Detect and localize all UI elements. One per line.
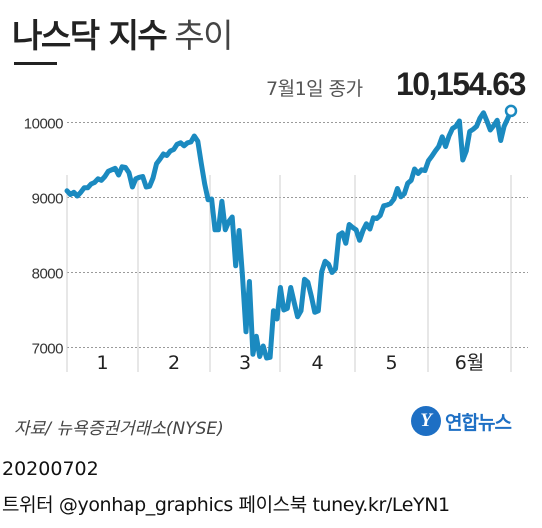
chart-card: 나스닥 지수 추이 7월1일 종가 10,154.63 7000 8000 9000 1… — [12, 16, 528, 440]
close-value: 10,154.63 — [396, 66, 526, 102]
last-point-marker — [504, 104, 518, 118]
chart-title: 나스닥 지수 추이 — [12, 16, 234, 56]
month-label: 2 — [168, 352, 180, 374]
brand: Y 연합뉴스 — [411, 402, 512, 440]
title-sub: 추이 — [174, 16, 233, 55]
publish-date: 20200702 — [2, 458, 99, 480]
social-links: 트위터 @yonhap_graphics 페이스북 tuney.kr/LeYN1 — [2, 494, 450, 516]
brand-logo-icon: Y — [411, 406, 441, 436]
title-underline — [14, 62, 57, 65]
series-line — [64, 108, 514, 361]
title-main: 나스닥 지수 — [12, 16, 168, 55]
brand-name: 연합뉴스 — [445, 411, 512, 434]
y-tick-label: 7000 — [32, 341, 64, 358]
month-label: 4 — [311, 352, 323, 374]
month-label: 3 — [239, 352, 251, 374]
line-chart: 7000 8000 9000 10000 1 2 3 4 5 6월 — [24, 104, 528, 374]
y-tick-label: 10000 — [24, 116, 63, 133]
month-label: 6월 — [455, 352, 485, 374]
y-tick-label: 8000 — [32, 266, 64, 283]
month-label: 5 — [385, 352, 397, 374]
y-tick-label: 9000 — [32, 191, 64, 208]
source-note: 자료/ 뉴욕증권거래소(NYSE) — [14, 419, 224, 439]
close-label: 7월1일 종가 — [266, 78, 363, 100]
month-label: 1 — [96, 352, 108, 374]
